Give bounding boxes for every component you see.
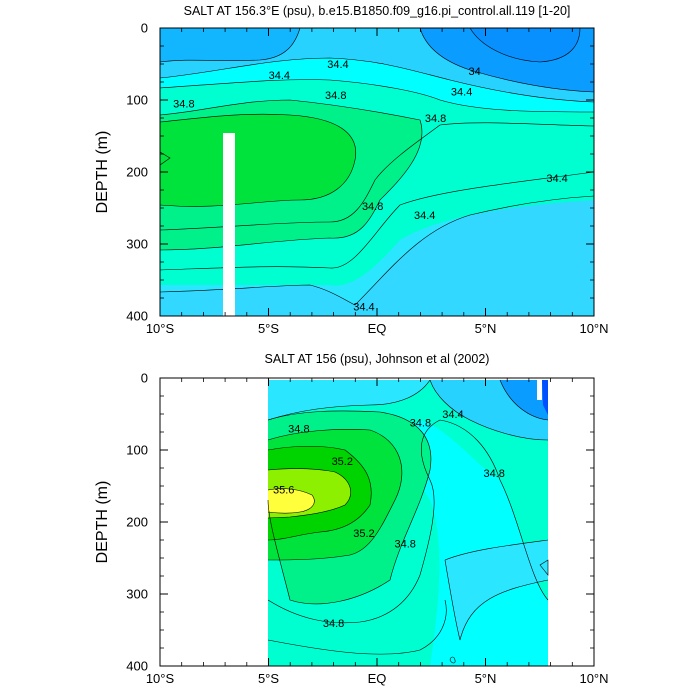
top-xtick-label: EQ <box>368 321 387 336</box>
bottom-ytick-label: 0 <box>141 371 148 386</box>
top-contour-label: 34.8 <box>425 113 446 125</box>
bottom-xtick-label: 5°S <box>258 671 279 686</box>
top-surface-blue-left <box>160 28 300 62</box>
top-deepest-band <box>160 196 594 316</box>
bottom-contour-label: 34.8 <box>394 539 415 551</box>
top-ytick-label: 300 <box>126 237 148 252</box>
bottom-missing-data-notch <box>537 380 542 400</box>
bottom-yellow-core <box>268 488 315 514</box>
bottom-xtick-label: 5°N <box>475 671 497 686</box>
bottom-panel-title: SALT AT 156 (psu), Johnson et al (2002) <box>265 352 490 366</box>
bottom-contour-label: 35.6 <box>273 485 294 497</box>
top-salinity-field <box>160 28 594 316</box>
top-contour-label: 34.4 <box>327 59 348 71</box>
top-contour-label: 34.4 <box>546 173 567 185</box>
top-xtick-label: 10°S <box>146 321 175 336</box>
top-ytick-label: 400 <box>126 309 148 324</box>
top-axis-ticks: 10°S 5°S EQ 5°N 10°N 0 100 200 300 400 <box>126 21 608 337</box>
bottom-contour-label: 34.8 <box>323 618 344 630</box>
top-contour-label: 34.8 <box>173 99 194 111</box>
top-contour-lines <box>160 28 594 306</box>
top-xtick-label: 5°N <box>475 321 497 336</box>
bottom-xtick-label: 10°N <box>579 671 608 686</box>
top-missing-data-column <box>223 133 235 316</box>
top-surface-blue-right-core <box>470 28 580 62</box>
top-ytick-label: 100 <box>126 93 148 108</box>
top-xtick-label: 10°N <box>579 321 608 336</box>
bottom-ylabel: DEPTH (m) <box>94 481 111 564</box>
top-green-peak <box>160 114 356 207</box>
top-contour-label: 34.4 <box>451 86 472 98</box>
bottom-xtick-label: 10°S <box>146 671 175 686</box>
top-contour-label: 34.4 <box>269 70 290 82</box>
top-contour-label: 34.4 <box>414 210 435 222</box>
top-xtick-label: 5°S <box>258 321 279 336</box>
top-contour-label: 34.8 <box>362 201 383 213</box>
top-panel-title: SALT AT 156.3°E (psu), b.e15.B1850.f09_g… <box>184 4 571 18</box>
bottom-contour-label: 35.2 <box>353 528 374 540</box>
top-contour-label: 34 <box>469 66 481 78</box>
bottom-upper-right-deep-blue <box>500 380 548 420</box>
top-ytick-label: 0 <box>141 21 148 36</box>
bottom-deep-blue-spike <box>542 380 548 415</box>
bottom-xtick-label: EQ <box>368 671 387 686</box>
bottom-right-fresh <box>409 420 548 666</box>
bottom-ytick-label: 200 <box>126 515 148 530</box>
bottom-salinity-field <box>267 379 549 666</box>
top-contour-label: 34.4 <box>353 302 374 314</box>
top-contour-label-layer: 34.4 34.4 34 34.4 34.8 34.8 34.8 34.8 34.4 34.4 34… <box>173 59 568 314</box>
bottom-right-fresher <box>445 540 548 640</box>
bottom-surface-bluish <box>268 380 430 420</box>
top-contour-label: 34.8 <box>325 90 346 102</box>
top-ylabel: DEPTH (m) <box>94 131 111 214</box>
top-ytick-label: 200 <box>126 165 148 180</box>
bottom-axis-ticks: 10°S 5°S EQ 5°N 10°N 0 100 200 300 400 <box>126 371 608 687</box>
bottom-ytick-label: 300 <box>126 587 148 602</box>
bottom-ytick-label: 400 <box>126 659 148 674</box>
bottom-contour-label: 35.2 <box>332 456 353 468</box>
bottom-contour-label: 34.8 <box>288 423 309 435</box>
bottom-contour-lines <box>267 379 549 664</box>
bottom-contour-label-layer: 34.4 34.8 34.8 35.2 34.8 35.6 35.2 34.8 34.8 <box>273 409 505 630</box>
bottom-ytick-label: 100 <box>126 443 148 458</box>
bottom-contour-label: 34.8 <box>410 418 431 430</box>
bottom-contour-label: 34.4 <box>442 409 463 421</box>
bottom-contour-label: 34.8 <box>483 468 504 480</box>
